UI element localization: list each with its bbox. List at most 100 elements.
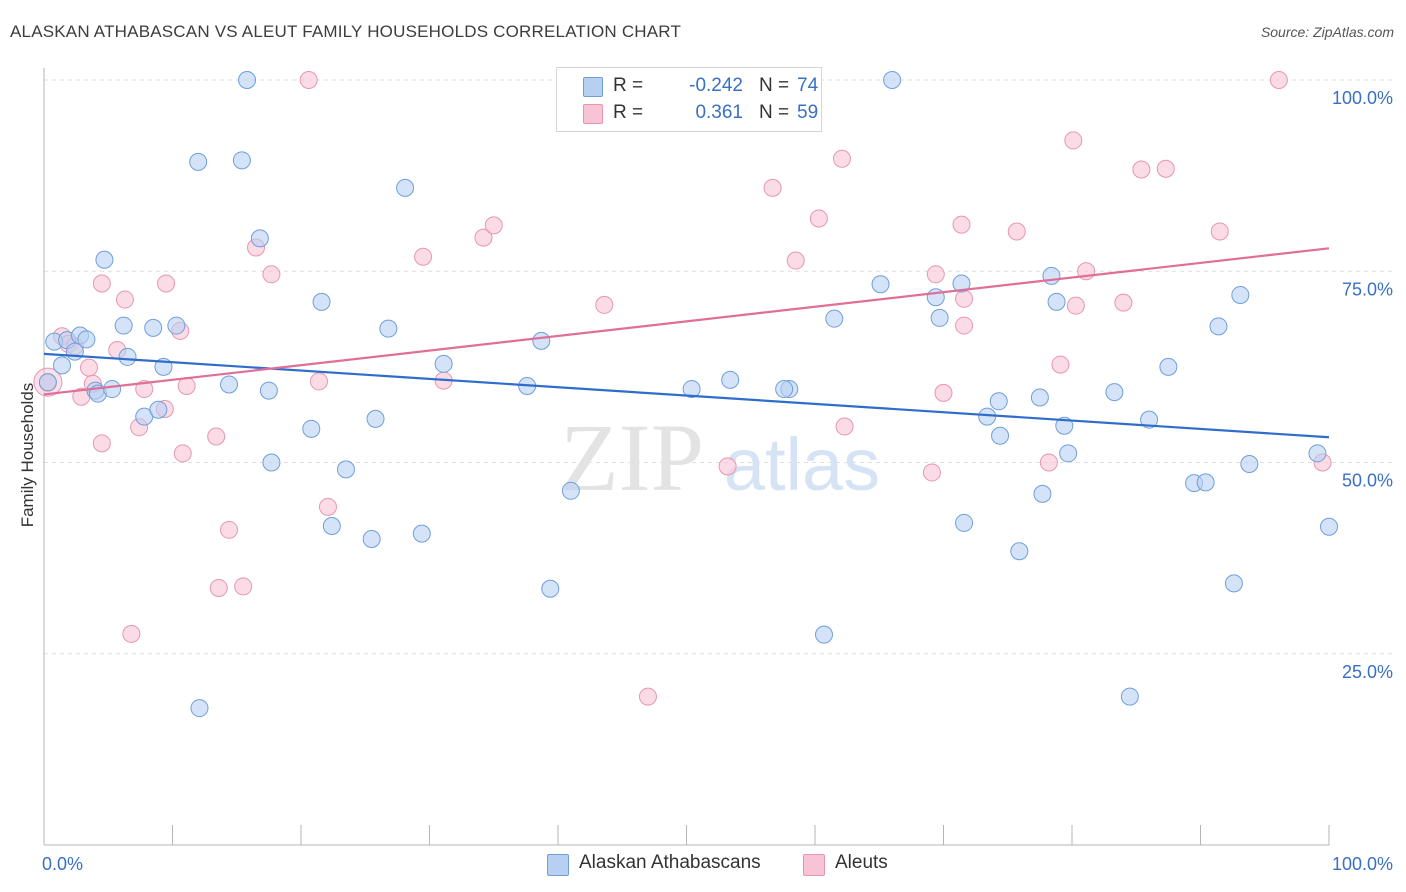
athabascan-point xyxy=(989,392,1008,411)
aleut-point xyxy=(763,178,782,197)
aleut-point xyxy=(318,497,337,516)
r-label: R = xyxy=(613,75,644,96)
aleut-point xyxy=(220,520,239,539)
aleut-point xyxy=(207,427,226,446)
athabascan-point xyxy=(952,274,971,293)
aleut-point xyxy=(157,274,176,293)
athabascan-point xyxy=(883,71,902,89)
athabascan-point xyxy=(1209,317,1228,336)
athabascan-point xyxy=(250,229,269,248)
aleut-point xyxy=(638,687,657,706)
athabascan-point xyxy=(930,308,949,327)
aleut-point xyxy=(173,444,192,463)
athabascan-point xyxy=(1240,455,1259,474)
y-tick-label: 50.0% xyxy=(1342,471,1393,491)
aleut-point xyxy=(1039,453,1058,472)
athabascan-point xyxy=(232,151,251,170)
legend-label: Alaskan Athabascans xyxy=(579,852,761,873)
x-tick-label: 0.0% xyxy=(42,854,83,874)
athabascan-point xyxy=(1042,266,1061,285)
athabascan-point xyxy=(396,178,415,197)
athabascan-point xyxy=(190,699,209,718)
athabascan-point xyxy=(362,530,381,548)
athabascan-point xyxy=(1196,473,1215,492)
aleut-point xyxy=(1007,222,1026,241)
aleut-point xyxy=(955,289,974,308)
aleut-point xyxy=(92,434,111,453)
athabascan-point xyxy=(1010,542,1029,561)
athabascan-point xyxy=(220,375,239,394)
aleut-point xyxy=(1269,71,1288,89)
r-value: 0.361 xyxy=(695,102,743,123)
athabascan-point xyxy=(1059,444,1078,463)
x-tick-label: 100.0% xyxy=(1332,854,1393,874)
athabascan-point xyxy=(775,380,794,399)
athabascan-point xyxy=(991,426,1010,445)
axes xyxy=(43,68,1330,846)
athabascan-point xyxy=(189,152,208,171)
athabascan-point xyxy=(336,460,355,479)
athabascan-point xyxy=(1320,517,1338,536)
source-credit: Source: ZipAtlas.com xyxy=(1260,24,1394,40)
athabascan-point xyxy=(238,71,257,89)
athabascan-point xyxy=(1120,687,1139,706)
athabascan-point xyxy=(322,516,341,535)
aleut-point xyxy=(135,380,154,399)
aleut-point xyxy=(299,71,318,89)
athabascan-point xyxy=(1231,285,1250,304)
pink-swatch xyxy=(803,854,825,876)
n-label: N = xyxy=(759,75,790,96)
athabascan-point xyxy=(95,250,114,269)
y-tick-label: 100.0% xyxy=(1332,88,1393,108)
athabascan-point xyxy=(167,316,186,335)
n-value: 59 xyxy=(797,102,819,123)
aleut-point xyxy=(122,624,141,643)
aleut-point xyxy=(414,247,433,266)
athabascan-point xyxy=(434,354,453,373)
r-value: -0.242 xyxy=(689,75,743,96)
r-label: R = xyxy=(613,102,644,123)
watermark: ZIP atlas xyxy=(560,404,880,511)
aleut-point xyxy=(955,316,974,335)
athabascan-point xyxy=(978,407,997,426)
athabascan-point xyxy=(871,275,890,294)
aleut-point xyxy=(1156,159,1175,178)
blue-swatch xyxy=(547,854,569,876)
athabascan-point xyxy=(114,316,133,335)
athabascan-point xyxy=(103,380,122,399)
aleut-point xyxy=(262,265,281,284)
aleut-point xyxy=(1051,355,1070,374)
aleut-point xyxy=(718,457,737,476)
legend-label: Aleuts xyxy=(835,852,888,873)
pink-swatch xyxy=(583,104,603,124)
y-tick-label: 75.0% xyxy=(1342,279,1393,299)
athabascan-point xyxy=(1030,388,1049,407)
athabascan-point xyxy=(366,409,385,428)
aleut-point xyxy=(1066,296,1085,315)
athabascan-point xyxy=(1140,410,1159,429)
athabascan-point xyxy=(682,380,701,399)
aleut-point xyxy=(952,215,971,234)
aleut-point xyxy=(1132,160,1151,179)
athabascan-point xyxy=(38,373,57,392)
aleut-point xyxy=(832,149,851,168)
athabascan-point xyxy=(149,400,168,419)
athabascan-point xyxy=(52,356,71,375)
athabascan-point xyxy=(825,309,844,328)
aleut-point xyxy=(309,372,328,391)
athabascan-point xyxy=(312,292,331,311)
aleut-point xyxy=(922,463,941,482)
aleut-point xyxy=(934,383,953,402)
athabascan-point xyxy=(259,381,278,400)
aleut-point xyxy=(209,578,228,597)
athabascan-point xyxy=(262,453,281,472)
watermark-atlas: atlas xyxy=(724,423,880,506)
athabascan-point xyxy=(379,319,398,338)
aleut-point xyxy=(1210,222,1229,241)
chart-title: ALASKAN ATHABASCAN VS ALEUT FAMILY HOUSE… xyxy=(10,22,682,41)
athabascan-point xyxy=(118,347,137,366)
athabascan-point xyxy=(1047,292,1066,311)
tick-labels: 25.0% 50.0% 75.0% 100.0% 0.0% 100.0% xyxy=(42,88,1393,874)
aleut-point xyxy=(234,577,253,596)
athabascan-point xyxy=(955,513,974,532)
